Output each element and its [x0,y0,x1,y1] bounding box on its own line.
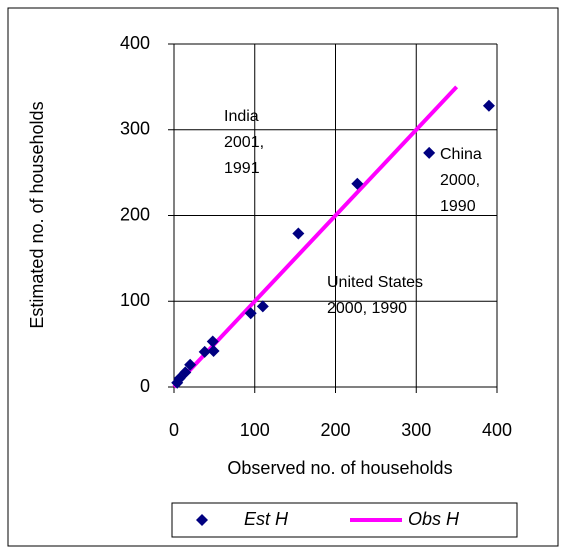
annotation: United States [327,274,423,291]
data-point [423,146,436,159]
data-point [256,300,269,313]
legend-label: Obs H [408,509,460,529]
annotation: 1991 [224,160,260,177]
data-point [244,307,257,320]
chart-frame [7,7,559,547]
x-tick-label: 400 [482,420,512,440]
data-point [171,376,184,389]
x-axis-title: Observed no. of households [227,458,452,478]
data-point [351,177,364,190]
annotation: 2000, 1990 [327,300,407,317]
fit-line [172,85,459,389]
annotation: 2000, [440,172,480,189]
annotation: 1990 [440,198,476,215]
x-tick-label: 200 [320,420,350,440]
y-tick-label: 100 [120,290,150,310]
x-tick-label: 0 [169,420,179,440]
data-point [482,99,495,112]
y-axis-title: Estimated no. of households [27,101,47,328]
data-point [207,344,220,357]
y-tick-label: 200 [120,204,150,224]
data-point [198,345,211,358]
y-tick-label: 0 [140,376,150,396]
legend-box [171,502,518,538]
legend-marker [196,514,208,526]
data-point [206,335,219,348]
y-tick-label: 300 [120,119,150,139]
annotation: India [224,108,259,125]
x-tick-label: 100 [240,420,270,440]
annotation: China [440,146,482,163]
x-tick-label: 300 [401,420,431,440]
annotation: 2001, [224,134,264,151]
y-tick-label: 400 [120,33,150,53]
data-point [184,358,197,371]
legend-label: Est H [244,509,289,529]
data-point [292,227,305,240]
